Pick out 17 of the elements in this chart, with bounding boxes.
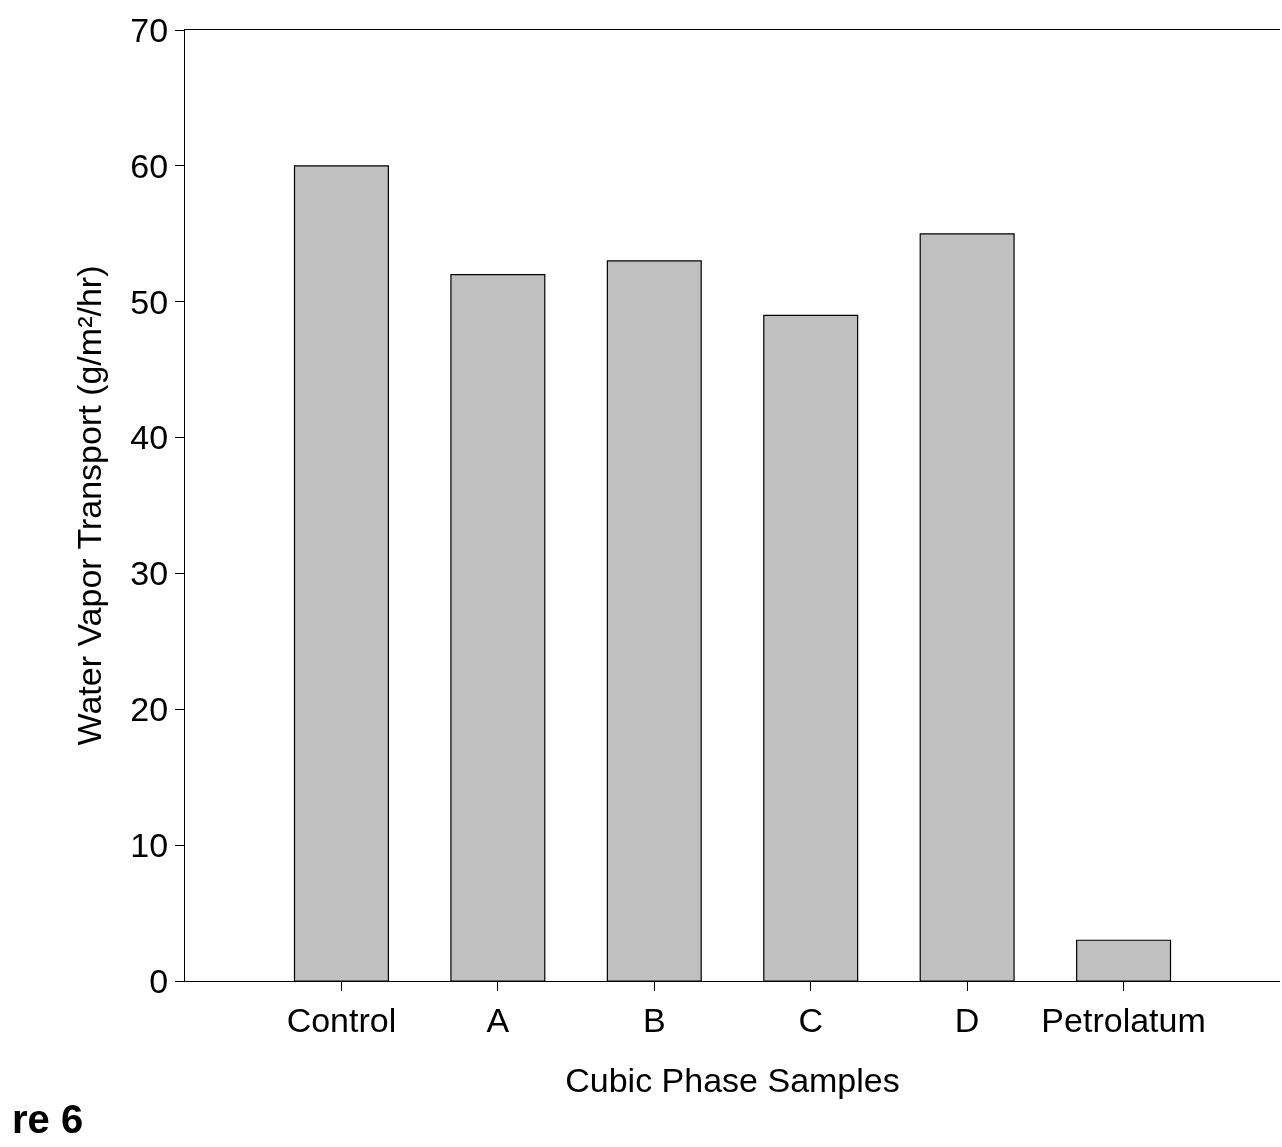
y-tick-label: 30 [130, 554, 169, 593]
y-tick-label: 0 [149, 961, 169, 1000]
x-tick-label: D [954, 1000, 980, 1039]
x-tick-label: C [798, 1000, 823, 1039]
y-tick-label: 50 [130, 282, 169, 321]
y-axis-title: Water Vapor Transport (g/m²/hr) [69, 265, 108, 746]
x-tick-label: A [486, 1000, 510, 1039]
x-tick-label: Petrolatum [1041, 1000, 1206, 1039]
y-tick-label: 20 [130, 690, 169, 729]
y-tick-label: 10 [130, 826, 169, 865]
text: re 6 [12, 1097, 84, 1141]
x-tick-label: Control [286, 1000, 397, 1039]
y-tick-label: 40 [130, 418, 169, 457]
y-tick-label: 60 [130, 146, 169, 185]
x-tick-label: B [642, 1000, 666, 1039]
x-axis-title: Cubic Phase Samples [565, 1061, 900, 1100]
y-tick-label: 70 [130, 10, 169, 49]
